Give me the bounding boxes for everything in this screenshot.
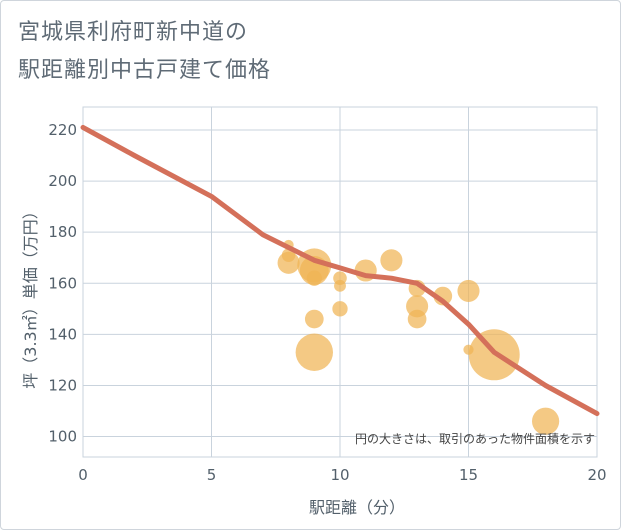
y-tick-label: 180 xyxy=(48,223,77,241)
tick-labels: 0 5 10 15 20 100 120 140 160 180 200 220 xyxy=(48,121,606,484)
y-tick-label: 200 xyxy=(48,172,77,190)
x-tick-label: 5 xyxy=(207,466,217,484)
bubble-point xyxy=(304,309,324,329)
bubble-point xyxy=(306,270,322,286)
bubble-point xyxy=(407,309,427,329)
y-axis-title: 坪（3.3㎡）単価（万円） xyxy=(21,203,40,388)
chart-title-line2: 駅距離別中古戸建て価格 xyxy=(18,58,272,83)
trend-line xyxy=(80,124,600,417)
y-tick-label: 120 xyxy=(48,376,77,394)
x-axis-title: 駅距離（分） xyxy=(309,498,405,517)
x-tick-label: 20 xyxy=(587,466,606,484)
bubble-point xyxy=(334,279,346,292)
y-tick-label: 220 xyxy=(48,121,77,139)
bubble-point xyxy=(295,333,333,371)
bubble-series xyxy=(277,239,560,435)
bubble-point xyxy=(532,407,560,435)
y-tick-label: 100 xyxy=(48,428,77,446)
trend-line-layer xyxy=(80,124,600,417)
bubble-point xyxy=(380,249,403,272)
x-tick-label: 10 xyxy=(330,466,349,484)
y-tick-label: 160 xyxy=(48,274,77,292)
x-tick-label: 15 xyxy=(459,466,478,484)
x-tick-label: 0 xyxy=(78,466,88,484)
bubble-point xyxy=(332,301,348,317)
bubble-point xyxy=(457,279,480,302)
bubble-size-note: 円の大きさは、取引のあった物件面積を示す xyxy=(355,431,595,446)
chart-title-line1: 宮城県利府町新中道の xyxy=(18,20,249,45)
y-tick-label: 140 xyxy=(48,325,77,343)
